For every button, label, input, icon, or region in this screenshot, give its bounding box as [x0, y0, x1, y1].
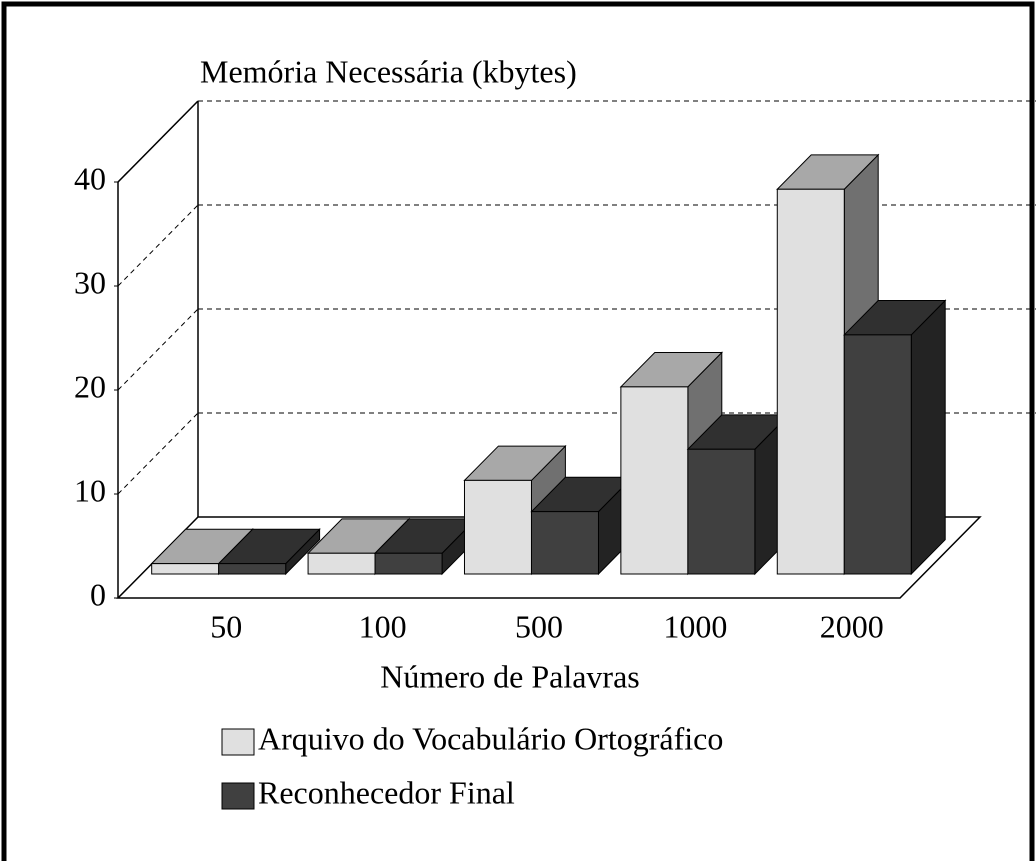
bar-face [463, 479, 532, 575]
bar [217, 528, 321, 576]
x-tick-label: 1000 [663, 608, 727, 644]
y-tick-label: 10 [74, 472, 106, 508]
x-tick-label: 2000 [820, 608, 884, 644]
grid-line [117, 412, 199, 495]
bar-face [151, 563, 220, 575]
bar-face [620, 386, 689, 575]
grid-line [117, 204, 199, 287]
legend-label: Reconhecedor Final [258, 774, 515, 810]
bar [686, 413, 790, 576]
x-tick-label: 500 [515, 608, 563, 644]
bar [843, 299, 947, 576]
grid-line [117, 100, 199, 183]
bar-face [307, 552, 376, 575]
bar-face [910, 299, 946, 576]
y-tick-label: 40 [74, 160, 106, 196]
legend-swatch [221, 728, 255, 756]
y-tick-label: 30 [74, 264, 106, 300]
x-axis-label: Número de Palavras [380, 658, 639, 694]
bar-face [374, 552, 443, 575]
bar-face [530, 511, 599, 575]
y-tick-label: 20 [74, 368, 106, 404]
legend-swatch [221, 782, 255, 810]
legend-label: Arquivo do Vocabulário Ortográfico [258, 720, 723, 756]
x-tick-label: 50 [210, 608, 242, 644]
bar-face [843, 334, 912, 575]
bar-face [218, 563, 287, 575]
chart-title: Memória Necessária (kbytes) [200, 53, 577, 89]
y-tick-label: 0 [90, 576, 106, 612]
bar-face [776, 188, 845, 575]
bar-face [687, 448, 756, 575]
grid-line [117, 308, 199, 391]
x-tick-label: 100 [359, 608, 407, 644]
bar [373, 517, 478, 576]
